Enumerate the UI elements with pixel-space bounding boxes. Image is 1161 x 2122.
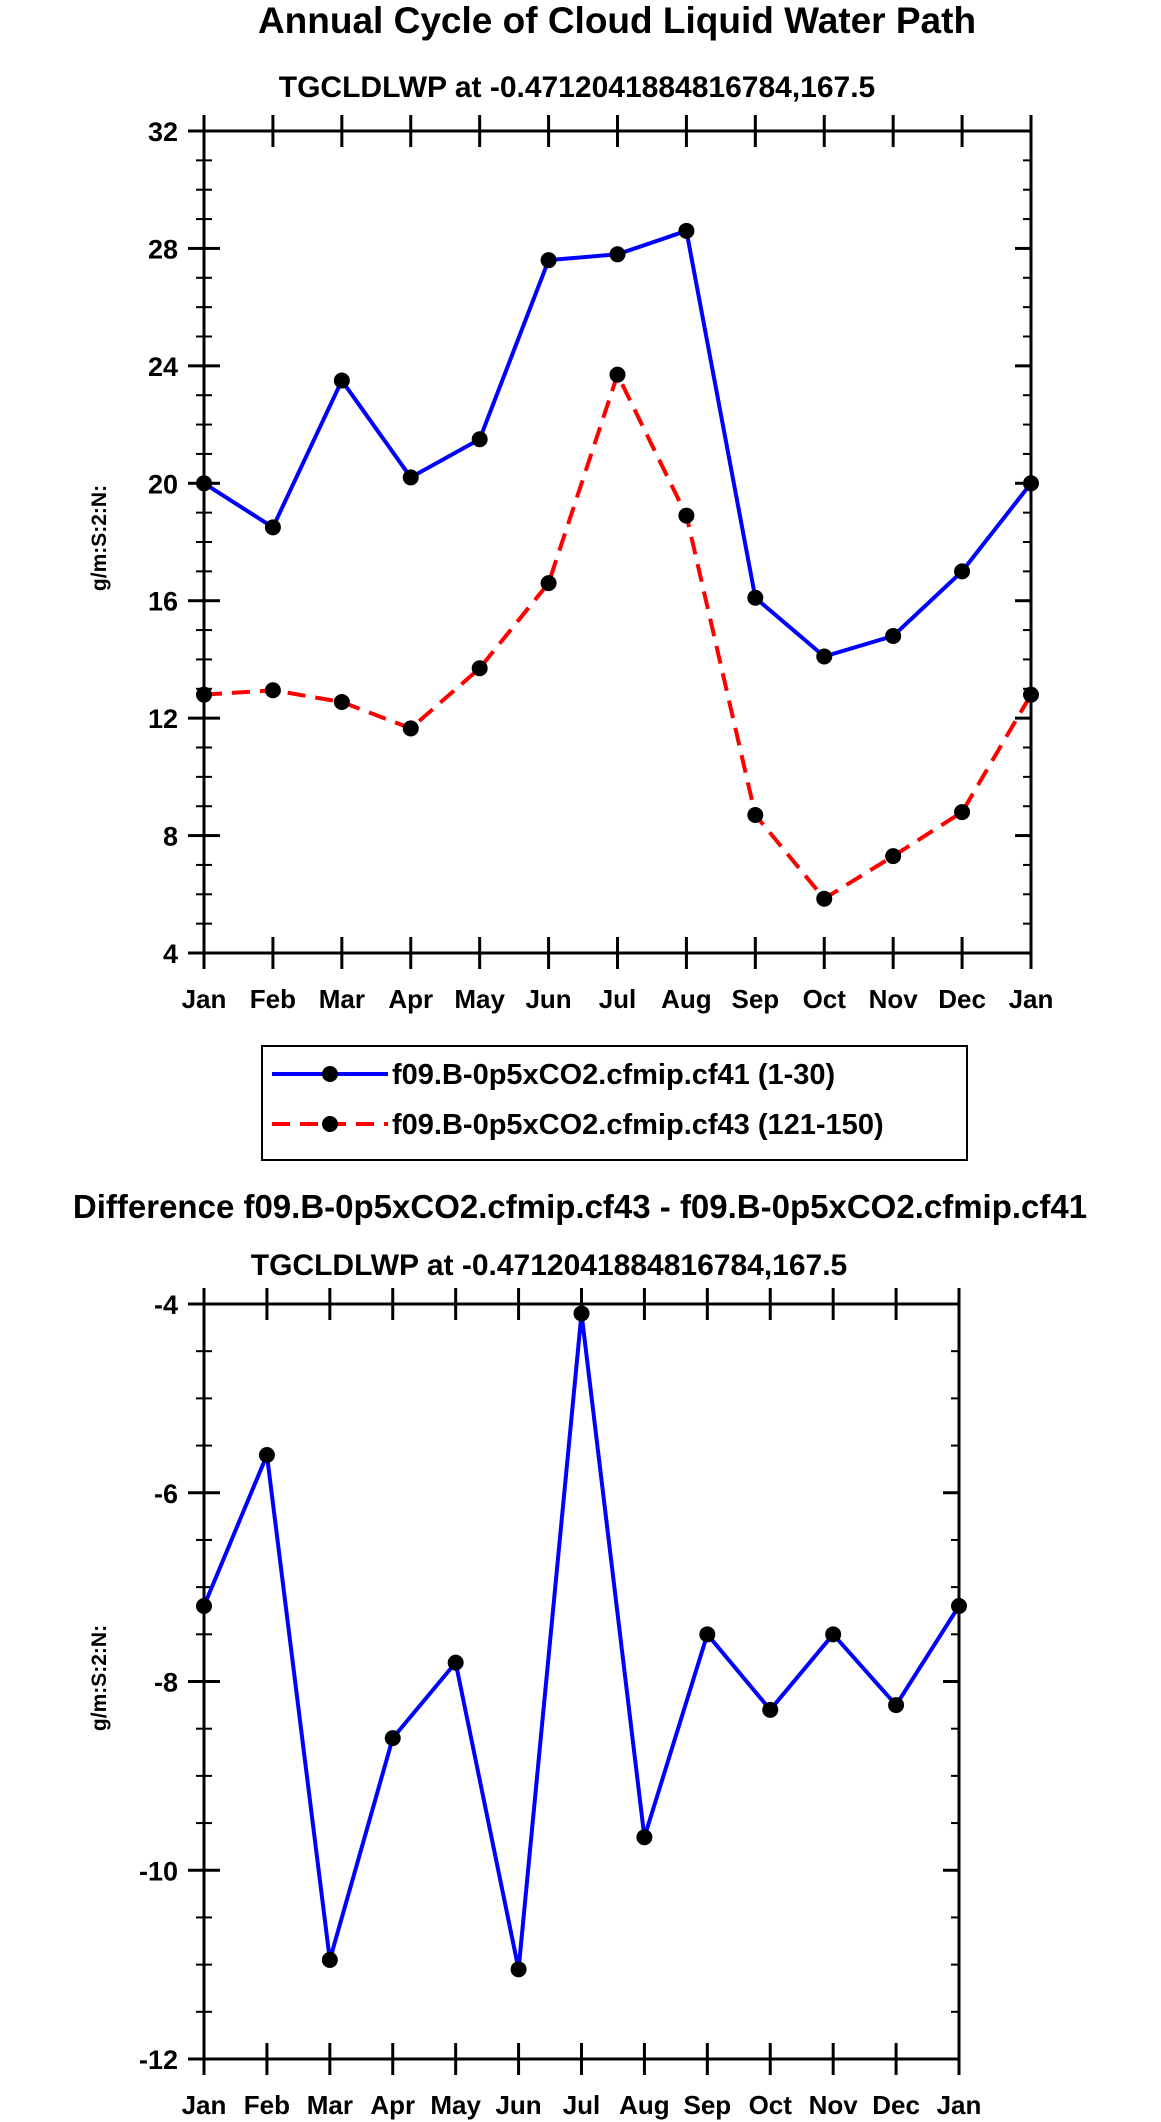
legend-label-series2: f09.B-0p5xCO2.cfmip.cf43 (121-150) (392, 1109, 884, 1141)
chart2-title: Difference f09.B-0p5xCO2.cfmip.cf43 - f0… (73, 1188, 1087, 1225)
chart1-xtick-label: Oct (803, 984, 847, 1014)
chart2-series-1-point (384, 1730, 401, 1747)
legend-label-series1: f09.B-0p5xCO2.cfmip.cf41 (1-30) (392, 1059, 835, 1091)
chart2-xtick-label: Jan (182, 2090, 227, 2120)
chart1-xtick-label: Jun (525, 984, 571, 1014)
chart1-series-2-point (816, 890, 833, 907)
chart2-xtick-label: Jun (495, 2090, 541, 2120)
chart1-series-2-point (333, 693, 350, 710)
chart1-ytick-label: 24 (148, 352, 178, 382)
chart1-series-2-point (885, 848, 902, 865)
chart2-series-1-point (573, 1305, 590, 1322)
chart1-ytick-label: 20 (148, 469, 178, 499)
chart1-ytick-label: 16 (148, 587, 178, 617)
chart2-xtick-label: Apr (370, 2090, 415, 2120)
chart2-series-1-point (196, 1598, 212, 1614)
chart1-series-2-point (747, 807, 764, 824)
chart1-series-2-point (1023, 686, 1039, 703)
chart2-ytick-label: -4 (154, 1290, 178, 1320)
chart1-series-2-point (471, 660, 488, 677)
chart2-plot-area: -12 -10 -8 -6 -4 Jan Feb Mar Apr May Jun Jul Aug Sep O… (139, 1288, 981, 2120)
chart1-xtick-label: Aug (661, 984, 712, 1014)
chart1-series-2-point (609, 366, 626, 383)
chart1-series-2-point (264, 682, 281, 699)
chart1-series-1-point (402, 469, 419, 486)
legend-marker-series1 (322, 1066, 338, 1082)
chart1-series-1-point (540, 252, 557, 269)
chart1-legend: f09.B-0p5xCO2.cfmip.cf41 (1-30) f09.B-0p… (261, 1045, 968, 1161)
chart1-series-1-point (609, 246, 626, 263)
chart2-series-1-point (762, 1701, 779, 1718)
chart1-xtick-label: Jul (599, 984, 637, 1014)
chart1-series-1-point (264, 519, 281, 536)
chart2-xtick-label: Nov (809, 2090, 859, 2120)
chart1-xtick-label: Dec (938, 984, 986, 1014)
chart2-xtick-label: Mar (307, 2090, 353, 2120)
chart1-ytick-label: 4 (163, 939, 178, 969)
chart2-xtick-label: Feb (244, 2090, 290, 2120)
chart2-xtick-label: Jan (937, 2090, 982, 2120)
chart1-title: Annual Cycle of Cloud Liquid Water Path (258, 0, 976, 41)
chart2-series-1-point (258, 1447, 275, 1463)
chart1-series-1-point (678, 222, 695, 239)
chart1-ytick-label: 8 (163, 822, 178, 852)
chart2-ytick-label: -6 (154, 1479, 178, 1509)
chart2-series-1-line (202, 1311, 961, 1972)
chart2-series-1-point (699, 1626, 716, 1643)
chart1-series-1-point (954, 563, 971, 580)
chart1-series-2-point (402, 720, 419, 737)
chart2-series-1-point (825, 1626, 842, 1643)
chart1-ytick-label: 12 (148, 704, 178, 734)
chart2-ytick-label: -12 (139, 2045, 178, 2075)
chart2-series-1-point (510, 1961, 527, 1978)
chart2-ytick-label: -8 (154, 1668, 178, 1698)
chart2-xtick-label: May (430, 2090, 481, 2120)
chart1-series-1-point (885, 627, 902, 644)
chart1-series-1-point (333, 372, 350, 389)
chart2-frame (202, 1302, 961, 2061)
chart1-xtick-label: Mar (319, 984, 365, 1014)
chart1-series-2-line (203, 372, 1033, 901)
chart1-series-1-point (747, 589, 764, 606)
chart1-series-2-point (678, 507, 695, 524)
chart1-xtick-label: Feb (250, 984, 296, 1014)
chart2-ylabel: g/m:S:2:N: (88, 1625, 111, 1731)
chart1-ytick-label: 28 (148, 234, 178, 264)
chart2-xtick-label: Sep (683, 2090, 731, 2120)
chart2-ytick-label: -10 (139, 1856, 178, 1886)
chart1-ylabel: g/m:S:2:N: (88, 485, 111, 591)
chart1-ytick-label: 32 (148, 117, 178, 147)
chart2-series-1-point (951, 1598, 967, 1614)
chart1-series-2-point (540, 575, 557, 592)
chart2-xtick-label: Jul (563, 2090, 601, 2120)
chart1-series-1-point (196, 475, 212, 492)
chart1-xtick-label: May (454, 984, 505, 1014)
chart1-xtick-label: Jan (182, 984, 227, 1014)
chart2-xtick-label: Dec (872, 2090, 920, 2120)
chart2-subtitle: TGCLDLWP at -0.4712041884816784,167.5 (251, 1249, 847, 1282)
chart2-series-1-point (447, 1654, 464, 1671)
chart2-series-1-point (888, 1697, 905, 1714)
chart2-series-1-point (636, 1829, 653, 1846)
chart1-series-1-point (816, 648, 833, 665)
chart1-series-2-point (954, 804, 971, 821)
chart2-xtick-label: Oct (749, 2090, 793, 2120)
chart1-series-1-point (471, 431, 488, 448)
legend-marker-series2 (322, 1116, 338, 1132)
chart1-xtick-label: Jan (1009, 984, 1054, 1014)
chart1-xtick-label: Apr (388, 984, 433, 1014)
chart1-series-1-line (202, 228, 1033, 659)
chart1-subtitle: TGCLDLWP at -0.4712041884816784,167.5 (279, 71, 875, 104)
chart1-xtick-label: Nov (869, 984, 919, 1014)
chart1-xtick-label: Sep (731, 984, 779, 1014)
chart1-series-1-point (1023, 475, 1039, 492)
chart2-series-1-point (321, 1951, 338, 1968)
legend-box (261, 1045, 968, 1161)
chart1-plot-area: 4 8 12 16 20 24 28 32 Jan Feb Mar Apr May Jun Jul Aug Se… (148, 115, 1053, 1014)
chart1-series-2-point (196, 686, 212, 703)
chart2-xtick-label: Aug (619, 2090, 670, 2120)
